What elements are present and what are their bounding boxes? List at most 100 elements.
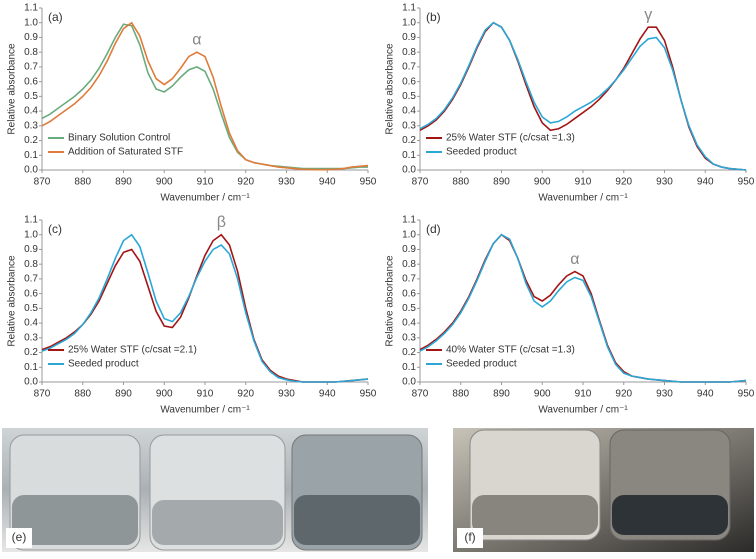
y-tick-label: 0.5 (402, 303, 416, 314)
y-tick-label: 0.2 (24, 347, 38, 358)
x-tick-label: 950 (360, 177, 377, 188)
chart-panel: 0.0 0.1 0.2 0.3 0.4 0.5 0.6 0.7 0.8 0.9 1.0 1.1 870 8… (7, 3, 377, 204)
x-tick-label: 890 (115, 389, 132, 400)
photo-e: (e) (2, 428, 428, 552)
x-tick-label: 900 (156, 177, 173, 188)
x-tick-label: 890 (493, 389, 510, 400)
x-tick-label: 930 (656, 389, 673, 400)
y-tick-label: 1.0 (24, 17, 38, 28)
y-tick-label: 0.4 (402, 106, 416, 117)
y-tick-label: 1.0 (24, 229, 38, 240)
y-tick-label: 0.1 (402, 150, 416, 161)
label-box (6, 528, 32, 548)
y-tick-label: 0.8 (402, 259, 416, 270)
y-axis-label: Relative absorbance (7, 43, 18, 135)
y-tick-label: 0.8 (24, 47, 38, 58)
y-tick-label: 0.2 (402, 347, 416, 358)
panel-label: (c) (48, 222, 62, 236)
y-axis-label: Relative absorbance (385, 255, 396, 347)
x-tick-label: 940 (319, 177, 336, 188)
label-box (457, 528, 483, 548)
chart-panel: 0.0 0.1 0.2 0.3 0.4 0.5 0.6 0.7 0.8 0.9 1.0 1.1 870 8… (385, 3, 755, 204)
y-tick-label: 0.7 (402, 62, 416, 73)
y-tick-label: 1.1 (24, 3, 38, 14)
x-tick-label: 950 (738, 177, 755, 188)
y-tick-label: 0.0 (24, 165, 38, 176)
peak-annotation: γ (644, 6, 652, 23)
y-tick-label: 0.8 (402, 47, 416, 58)
legend-label: 25% Water STF (c/csat =1.3) (446, 133, 575, 144)
y-tick-label: 0.3 (24, 120, 38, 131)
x-tick-label: 910 (197, 177, 214, 188)
panel-label: (d) (426, 222, 441, 236)
panel-label: (a) (48, 10, 63, 24)
y-tick-label: 0.5 (24, 91, 38, 102)
legend-label: Seeded product (446, 359, 517, 370)
x-tick-label: 900 (534, 177, 551, 188)
crystals (294, 495, 420, 545)
y-tick-label: 0.0 (402, 165, 416, 176)
y-axis-label: Relative absorbance (385, 43, 396, 135)
y-tick-label: 1.0 (402, 229, 416, 240)
x-axis-label: Wavenumber / cm⁻¹ (160, 193, 250, 204)
crystals (612, 495, 728, 535)
series-line (41, 23, 368, 170)
peak-annotation: α (192, 31, 201, 48)
crystals (12, 495, 138, 545)
panel-label: (b) (426, 10, 441, 24)
y-tick-label: 0.8 (24, 259, 38, 270)
x-tick-label: 950 (738, 389, 755, 400)
x-tick-label: 940 (319, 389, 336, 400)
series-line (419, 233, 747, 383)
x-tick-label: 910 (575, 177, 592, 188)
x-tick-label: 890 (493, 177, 510, 188)
x-tick-label: 920 (615, 389, 632, 400)
x-tick-label: 870 (34, 389, 51, 400)
y-tick-label: 1.1 (402, 215, 416, 226)
x-tick-label: 940 (697, 177, 714, 188)
legend-label: 40% Water STF (c/csat =1.3) (446, 345, 575, 356)
x-tick-label: 920 (237, 177, 254, 188)
photo-f: (f) (453, 428, 754, 552)
x-tick-label: 920 (615, 177, 632, 188)
y-tick-label: 0.3 (24, 332, 38, 343)
series-line (419, 21, 747, 171)
y-tick-label: 0.6 (402, 288, 416, 299)
x-tick-label: 900 (156, 389, 173, 400)
x-tick-label: 880 (74, 389, 91, 400)
y-tick-label: 0.4 (24, 318, 38, 329)
x-tick-label: 930 (656, 177, 673, 188)
y-tick-label: 0.1 (24, 362, 38, 373)
y-tick-label: 1.1 (402, 3, 416, 14)
x-tick-label: 920 (237, 389, 254, 400)
y-tick-label: 0.4 (402, 318, 416, 329)
x-tick-label: 870 (412, 389, 429, 400)
legend-label: Seeded product (68, 359, 139, 370)
x-tick-label: 900 (534, 389, 551, 400)
y-tick-label: 0.3 (402, 120, 416, 131)
legend-label: Addition of Saturated STF (68, 147, 183, 158)
x-axis-label: Wavenumber / cm⁻¹ (538, 193, 628, 204)
y-tick-label: 0.6 (402, 76, 416, 87)
y-tick-label: 1.1 (24, 215, 38, 226)
x-axis-label: Wavenumber / cm⁻¹ (160, 405, 250, 416)
x-tick-label: 910 (575, 389, 592, 400)
x-tick-label: 930 (278, 389, 295, 400)
x-tick-label: 870 (412, 177, 429, 188)
y-tick-label: 1.0 (402, 17, 416, 28)
y-tick-label: 0.9 (24, 244, 38, 255)
x-tick-label: 910 (197, 389, 214, 400)
y-tick-label: 0.5 (402, 91, 416, 102)
panel-label: (e) (12, 530, 27, 544)
x-tick-label: 930 (278, 177, 295, 188)
x-tick-label: 950 (360, 389, 377, 400)
y-tick-label: 0.2 (24, 135, 38, 146)
y-tick-label: 0.1 (24, 150, 38, 161)
chart-panel: 0.0 0.1 0.2 0.3 0.4 0.5 0.6 0.7 0.8 0.9 1.0 1.1 870 8… (7, 214, 377, 416)
y-tick-label: 0.2 (402, 135, 416, 146)
legend-label: Seeded product (446, 147, 517, 158)
x-tick-label: 940 (697, 389, 714, 400)
legend-label: Binary Solution Control (68, 133, 170, 144)
x-axis-label: Wavenumber / cm⁻¹ (538, 405, 628, 416)
y-tick-label: 0.0 (402, 377, 416, 388)
